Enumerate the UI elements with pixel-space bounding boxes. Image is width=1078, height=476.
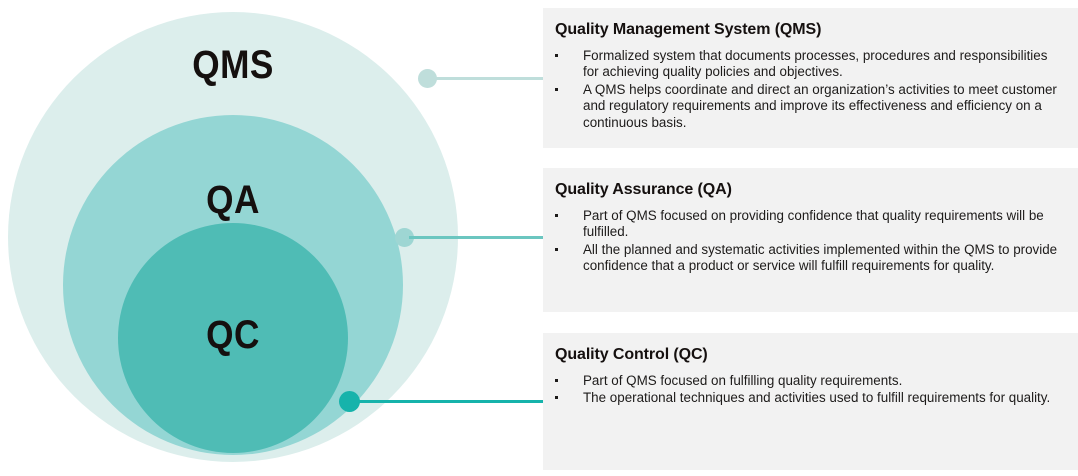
list-item-text: All the planned and systematic activitie…: [583, 241, 1058, 274]
list-item: Formalized system that documents process…: [554, 48, 1062, 81]
bullet-icon: [555, 53, 558, 57]
panel-title-qa: Quality Assurance (QA): [555, 181, 732, 198]
connector-line-qc: [354, 400, 543, 403]
connector-dot-qa: [395, 228, 414, 247]
circle-label-qms: QMS: [192, 43, 274, 87]
bullet-icon: [555, 213, 558, 217]
list-item-text: A QMS helps coordinate and direct an org…: [583, 81, 1057, 130]
list-item: Part of QMS focused on providing confide…: [554, 208, 1062, 241]
list-item-text: Part of QMS focused on providing confide…: [583, 207, 1044, 240]
connector-dot-qms: [418, 69, 437, 88]
panel-bullet-list-qc: Part of QMS focused on fulfilling qualit…: [554, 373, 1062, 407]
panel-qa: Quality Assurance (QA) Part of QMS focus…: [543, 168, 1078, 312]
bullet-icon: [555, 247, 558, 251]
list-item: The operational techniques and activitie…: [554, 390, 1062, 407]
circle-qc[interactable]: [118, 223, 348, 453]
circle-label-qa: QA: [206, 178, 260, 222]
list-item: All the planned and systematic activitie…: [554, 242, 1062, 275]
circle-label-qc: QC: [206, 313, 260, 357]
list-item: A QMS helps coordinate and direct an org…: [554, 82, 1062, 132]
panel-qms: Quality Management System (QMS) Formaliz…: [543, 8, 1078, 148]
connector-line-qa: [409, 236, 543, 239]
list-item-text: Part of QMS focused on fulfilling qualit…: [583, 372, 903, 388]
bullet-icon: [555, 396, 558, 400]
bullet-icon: [555, 87, 558, 91]
panel-bullet-list-qa: Part of QMS focused on providing confide…: [554, 208, 1062, 275]
panel-bullet-list-qms: Formalized system that documents process…: [554, 48, 1062, 132]
panel-title-qms: Quality Management System (QMS): [555, 21, 822, 38]
list-item-text: The operational techniques and activitie…: [583, 390, 1051, 406]
panel-title-qc: Quality Control (QC): [555, 346, 708, 363]
bullet-icon: [555, 378, 558, 382]
panel-qc: Quality Control (QC) Part of QMS focused…: [543, 333, 1078, 470]
nested-circles-diagram: QMS QA QC: [8, 12, 458, 462]
list-item: Part of QMS focused on fulfilling qualit…: [554, 373, 1062, 390]
connector-line-qms: [432, 77, 543, 80]
connector-dot-qc: [339, 391, 360, 412]
list-item-text: Formalized system that documents process…: [583, 47, 1048, 80]
